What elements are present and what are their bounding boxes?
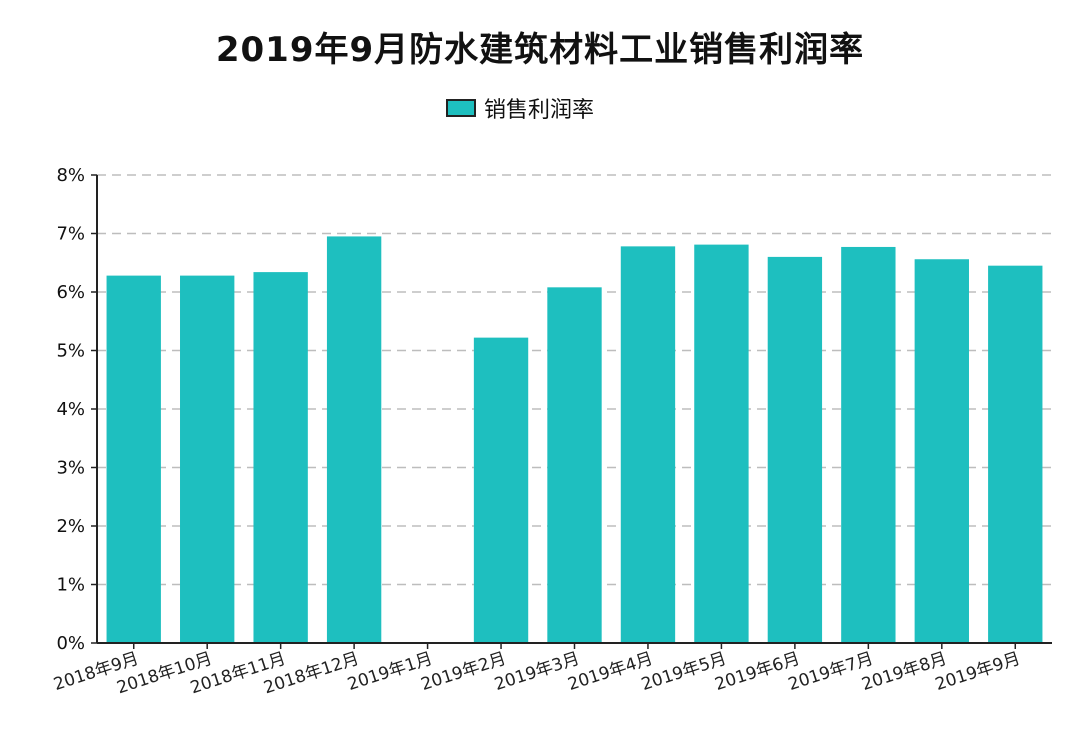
y-tick-label: 5% <box>56 341 85 362</box>
bar <box>180 275 235 643</box>
bar <box>914 259 969 643</box>
y-tick-label: 6% <box>56 282 85 303</box>
bar <box>767 256 823 643</box>
legend: 销售利润率 <box>446 92 594 124</box>
y-tick-label: 1% <box>56 575 85 596</box>
bar <box>547 287 602 643</box>
bar <box>473 337 529 643</box>
bar <box>253 272 308 643</box>
legend-label: 销售利润率 <box>484 98 595 123</box>
bar <box>988 265 1043 643</box>
y-tick-label: 7% <box>56 224 85 245</box>
x-tick-label: 2019年9月 <box>933 649 1023 695</box>
y-tick-label: 8% <box>56 165 85 186</box>
bar <box>694 244 749 644</box>
y-tick-label: 0% <box>56 633 85 654</box>
bar <box>620 246 676 643</box>
y-tick-label: 2% <box>56 516 85 537</box>
bar <box>106 275 161 643</box>
y-tick-label: 3% <box>56 458 85 479</box>
chart-title: 2019年9月防水建筑材料工业销售利润率 <box>215 30 865 70</box>
bar <box>841 246 896 643</box>
y-tick-label: 4% <box>56 399 85 420</box>
bar <box>326 236 382 644</box>
legend-swatch <box>446 99 476 117</box>
